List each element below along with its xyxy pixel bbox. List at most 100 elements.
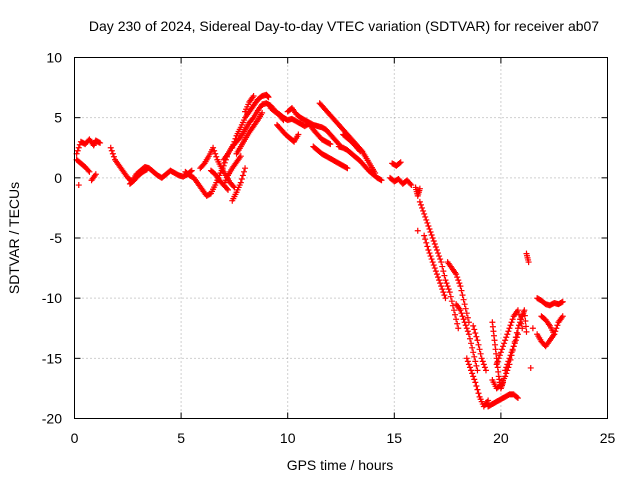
data-point <box>448 298 455 305</box>
data-point <box>508 319 515 326</box>
data-point <box>427 228 434 235</box>
data-point <box>503 370 510 377</box>
y-tick-label: 5 <box>54 110 62 126</box>
data-point <box>431 265 438 272</box>
data-point <box>445 286 452 293</box>
data-point <box>458 287 465 294</box>
x-tick-label: 15 <box>387 430 403 446</box>
data-point <box>469 344 476 351</box>
data-point <box>474 367 481 374</box>
data-point <box>326 140 333 147</box>
data-point <box>473 383 480 390</box>
data-point <box>211 147 218 154</box>
data-point <box>466 335 473 342</box>
data-point <box>437 280 444 287</box>
data-point <box>442 295 449 302</box>
data-point <box>558 299 565 306</box>
data-point <box>397 159 404 166</box>
data-point <box>85 167 92 174</box>
data-point <box>473 362 480 369</box>
data-point <box>453 271 460 278</box>
data-point <box>514 331 521 338</box>
data-point <box>506 325 513 332</box>
data-point <box>236 135 243 142</box>
data-point <box>519 325 526 332</box>
data-point <box>493 361 500 368</box>
data-point <box>522 318 529 325</box>
data-point <box>457 283 464 290</box>
data-point <box>512 337 519 344</box>
data-point <box>505 328 512 335</box>
data-point <box>408 182 415 189</box>
data-point <box>453 316 460 323</box>
data-point <box>472 358 479 365</box>
data-point <box>457 307 464 314</box>
data-point <box>143 166 150 173</box>
data-point <box>472 330 479 337</box>
data-point <box>422 236 429 243</box>
data-point <box>504 361 511 368</box>
data-point <box>495 355 502 362</box>
data-point <box>230 183 237 190</box>
y-tick-label: -20 <box>42 411 62 427</box>
data-point <box>259 109 266 116</box>
data-point <box>480 361 487 368</box>
data-point <box>551 331 558 338</box>
data-point <box>414 227 421 234</box>
data-point <box>460 316 467 323</box>
data-point <box>476 346 483 353</box>
grid-lines <box>74 57 608 419</box>
data-point <box>523 328 530 335</box>
data-point <box>450 307 457 314</box>
data-point <box>377 176 384 183</box>
x-axis-label: GPS time / hours <box>287 457 394 473</box>
data-point <box>225 186 232 193</box>
data-point <box>465 361 472 368</box>
data-point <box>506 355 513 362</box>
y-tick-label: 0 <box>54 170 62 186</box>
y-axis-label: SDTVAR / TECUs <box>6 182 22 294</box>
data-point <box>459 313 466 320</box>
data-point <box>439 286 446 293</box>
data-point <box>419 204 426 211</box>
data-point <box>357 148 364 155</box>
x-tick-label: 5 <box>177 430 185 446</box>
data-point <box>446 289 453 296</box>
data-point <box>240 168 247 175</box>
data-point <box>521 312 528 319</box>
data-point <box>238 176 245 183</box>
data-point <box>464 314 471 321</box>
data-point <box>425 247 432 254</box>
data-point <box>433 271 440 278</box>
data-point <box>463 310 470 317</box>
data-point <box>343 164 350 171</box>
data-point <box>423 239 430 246</box>
data-point <box>525 259 532 266</box>
data-point <box>108 147 115 154</box>
data-point <box>432 268 439 275</box>
data-point <box>500 379 507 386</box>
data-point <box>553 325 560 332</box>
data-point <box>433 247 440 254</box>
data-point <box>430 262 437 269</box>
y-tick-labels: -20 -15 -10 -5 0 5 10 <box>42 50 62 427</box>
data-point <box>510 343 517 350</box>
data-point <box>511 340 518 347</box>
data-point <box>503 334 510 341</box>
data-point <box>478 355 485 362</box>
data-point <box>474 337 481 344</box>
data-point <box>442 277 449 284</box>
data-point <box>107 144 114 151</box>
data-point <box>200 161 207 168</box>
data-point <box>420 207 427 214</box>
data-point <box>444 283 451 290</box>
data-point <box>455 325 462 332</box>
data-point <box>212 150 219 157</box>
data-point <box>507 352 514 359</box>
x-tick-label: 0 <box>71 430 79 446</box>
data-point <box>441 292 448 299</box>
data-point <box>472 379 479 386</box>
data-point <box>470 373 477 380</box>
data-point <box>469 370 476 377</box>
